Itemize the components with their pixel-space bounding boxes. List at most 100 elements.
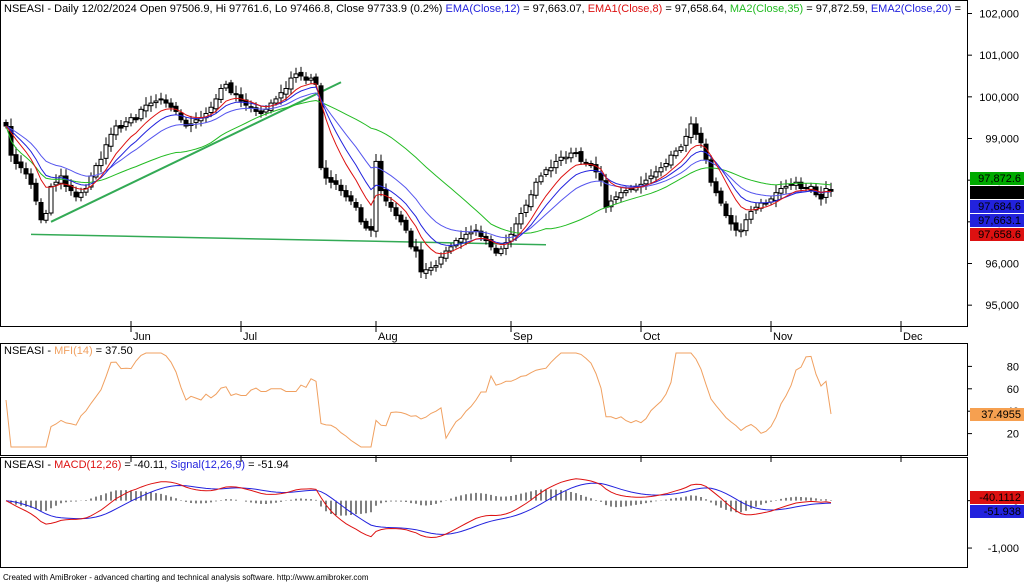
month-label: Nov (773, 331, 793, 343)
signal-line (5, 482, 832, 535)
candle-body (368, 226, 374, 231)
price-tag-bg (970, 228, 1024, 241)
ma35-line (5, 99, 832, 234)
candle-body (718, 190, 724, 204)
candle-body (378, 160, 384, 192)
candle-body (733, 222, 739, 231)
candle-body (573, 152, 579, 155)
macd-tag: -40.1112 (979, 492, 1021, 504)
macd-tag-bg (970, 491, 1024, 504)
month-label: Dec (903, 331, 923, 343)
candle-body (598, 172, 604, 181)
candle-body (308, 77, 314, 81)
candle-body (38, 202, 44, 221)
candle-body (338, 184, 344, 192)
candle-body (258, 110, 264, 114)
header-part: = (952, 3, 961, 15)
candle-body (818, 193, 824, 200)
candle-body (433, 265, 439, 268)
candle-body (658, 167, 664, 173)
candle-body (438, 256, 444, 265)
candle-body (263, 108, 269, 113)
candle-body (48, 185, 54, 214)
candle-body (403, 219, 409, 231)
candle-body (353, 202, 359, 208)
candle-body (303, 76, 309, 81)
price-tick-label: 96,000 (985, 259, 1019, 271)
signal-tag: -51.938 (984, 506, 1021, 518)
month-label: Aug (378, 331, 398, 343)
candle-body (453, 240, 459, 247)
candle-body (713, 181, 719, 194)
candle-body (493, 247, 499, 254)
candle-body (63, 175, 69, 187)
candle-body (413, 246, 419, 252)
candle-body (233, 93, 239, 96)
price-tag: 97,733.9 (978, 187, 1021, 199)
moving-averages (5, 83, 832, 255)
header-part: EMA1(Close,8) (588, 3, 663, 15)
header-part: NSEASI - (4, 345, 54, 357)
ema20-line (5, 92, 831, 239)
candle-body (163, 99, 169, 104)
candle-body (623, 190, 629, 194)
candle-body (743, 219, 749, 232)
macd-pane-header: NSEASI - MACD(12,26) = -40.11, Signal(12… (4, 459, 289, 471)
candle-body (83, 188, 89, 193)
candle-body (698, 132, 704, 144)
candle-body (228, 82, 234, 94)
month-label: Jun (133, 331, 151, 343)
mfi-series (5, 352, 832, 448)
candle-body (153, 100, 159, 104)
macd-pane[interactable] (0, 457, 968, 568)
candle-body (13, 154, 19, 165)
candle-body (498, 248, 504, 255)
candle-body (388, 202, 394, 208)
candle-body (608, 200, 614, 208)
price-tag-bg (970, 186, 1024, 199)
candle-body (558, 156, 564, 161)
candle-body (593, 164, 599, 173)
candle-body (783, 185, 789, 189)
candle-body (393, 207, 399, 217)
candle-body (93, 165, 99, 178)
candle-body (323, 167, 329, 179)
mfi-tick-label: 60 (1007, 384, 1019, 396)
header-part: = 97,663.07, (520, 3, 588, 15)
candle-body (553, 160, 559, 169)
candle-body (563, 156, 569, 160)
candle-body (288, 77, 294, 90)
mfi-pane[interactable] (0, 343, 968, 456)
candle-body (398, 214, 404, 223)
candle-body (473, 229, 479, 232)
candle-body (583, 161, 589, 165)
candle-body (528, 194, 534, 208)
candle-body (18, 161, 24, 169)
mfi-tag-bg (970, 408, 1024, 422)
mfi-tick-label: 20 (1007, 429, 1019, 441)
candle-body (823, 188, 829, 198)
candle-body (138, 108, 144, 120)
header-part: = -51.94 (245, 459, 289, 471)
candle-body (78, 192, 84, 198)
candle-body (113, 125, 119, 136)
price-tag: 97,658.6 (978, 229, 1021, 241)
candle-body (28, 173, 34, 185)
price-pane[interactable] (0, 0, 968, 327)
candle-body (208, 106, 214, 113)
header-part: EMA2(Close,20) (871, 3, 952, 15)
candle-body (133, 117, 139, 121)
candle-body (443, 250, 449, 259)
candle-body (448, 246, 454, 252)
candle-body (738, 229, 744, 233)
month-label: Sep (513, 331, 533, 343)
mfi-tick-label: 80 (1007, 361, 1019, 373)
price-tag-bg (970, 200, 1024, 213)
candle-body (478, 230, 484, 237)
candle-body (423, 269, 429, 274)
candle-body (773, 192, 779, 201)
mfi-tag: 37.4955 (981, 409, 1021, 421)
header-part: MACD(12,26) (54, 459, 121, 471)
candle-body (218, 88, 224, 100)
